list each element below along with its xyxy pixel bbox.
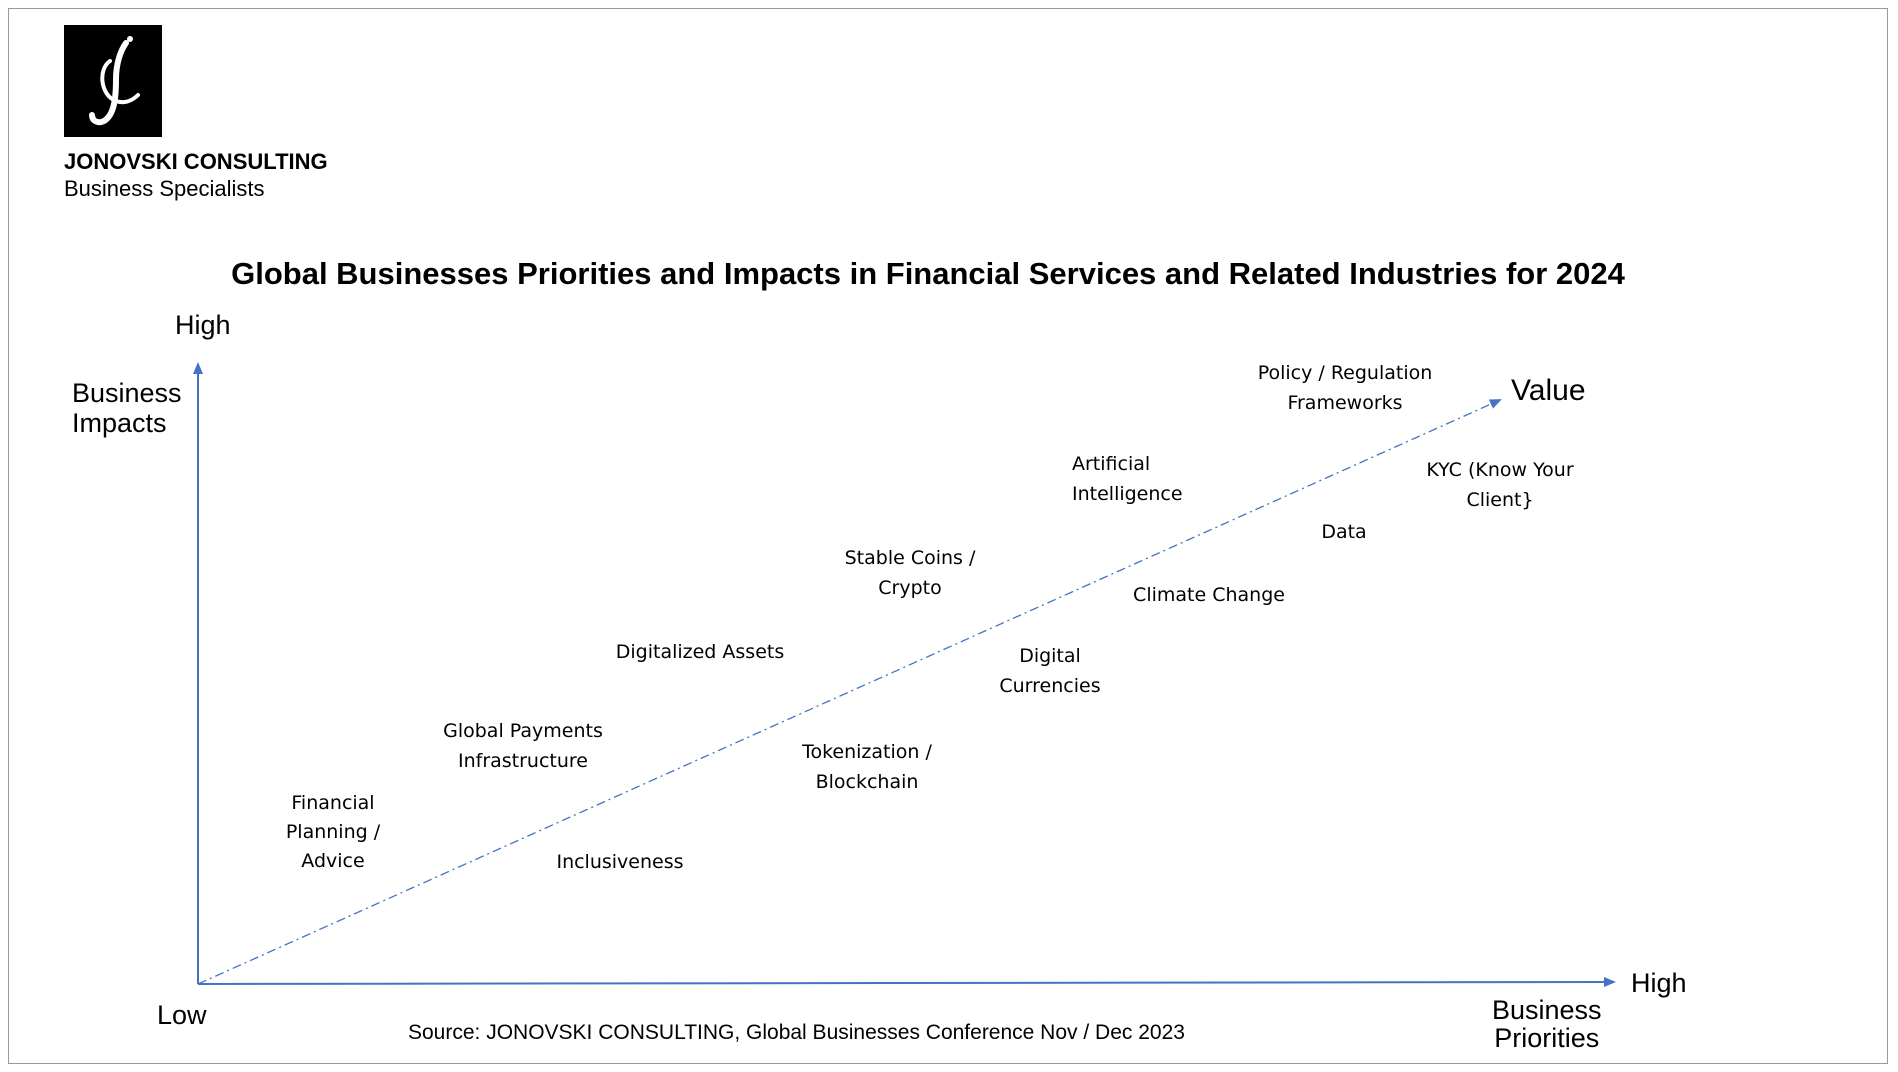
- item-data: Data: [1321, 521, 1367, 543]
- chart-title: Global Businesses Priorities and Impacts…: [231, 256, 1625, 291]
- company-name: JONOVSKI CONSULTING: [64, 149, 328, 174]
- slide-frame: [8, 8, 1888, 1064]
- y-axis-high-label: High: [175, 310, 231, 340]
- company-tagline: Business Specialists: [64, 176, 265, 201]
- source-note: Source: JONOVSKI CONSULTING, Global Busi…: [408, 1021, 1185, 1044]
- item-kyc: KYC (Know Your Client}: [1426, 459, 1574, 511]
- item-financial-planning: Financial Planning / Advice: [285, 792, 381, 872]
- jc-monogram-logo: [64, 25, 162, 137]
- x-axis-line: [197, 977, 1616, 988]
- item-tokenization: Tokenization / Blockchain: [802, 741, 932, 793]
- y-axis-title: Business Impacts: [72, 378, 182, 438]
- item-digitalized-assets: Digitalized Assets: [615, 641, 785, 663]
- x-axis-high-label: High: [1631, 968, 1687, 998]
- jc-monogram-icon: [89, 36, 140, 126]
- item-inclusiveness: Inclusiveness: [556, 851, 684, 873]
- item-climate-change: Climate Change: [1133, 584, 1285, 606]
- item-policy-regulation: Policy / Regulation Frameworks: [1257, 362, 1433, 414]
- item-digital-currencies: Digital Currencies: [999, 645, 1101, 697]
- item-global-payments: Global Payments Infrastructure: [443, 720, 603, 772]
- value-trend-arrow: [197, 399, 1502, 985]
- x-axis-title: Business Priorities: [1492, 995, 1602, 1053]
- item-artificial-intelligence: Artificial Intelligence: [1072, 453, 1183, 505]
- item-stable-coins: Stable Coins / Crypto: [844, 547, 976, 599]
- origin-low-label: Low: [157, 1000, 207, 1030]
- value-trend-label: Value: [1511, 374, 1586, 407]
